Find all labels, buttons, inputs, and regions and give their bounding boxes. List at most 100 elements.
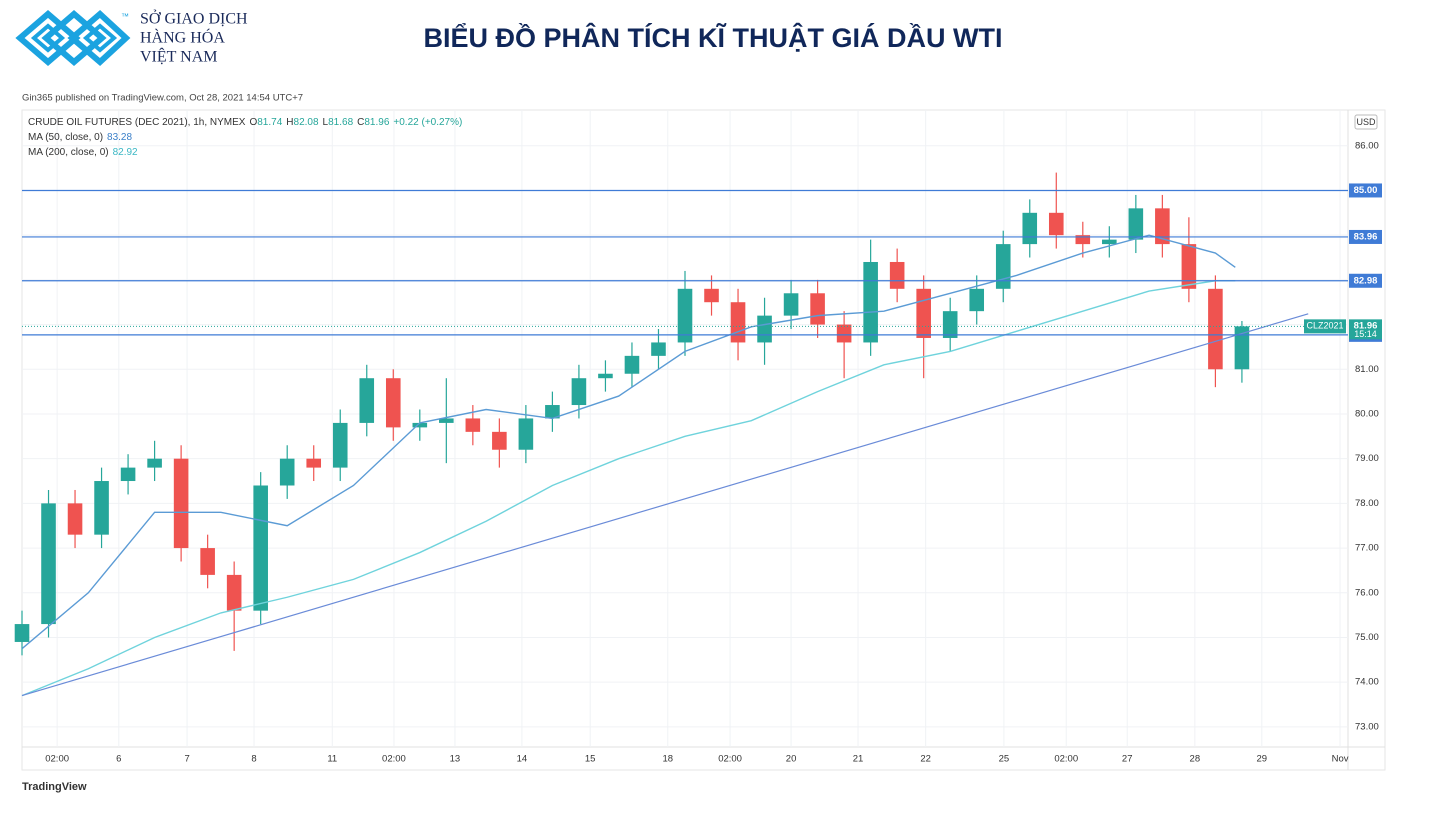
candle-body xyxy=(730,302,746,343)
x-tick-label: 28 xyxy=(1190,754,1201,765)
candle-body xyxy=(94,481,109,535)
candle-body xyxy=(279,458,295,486)
y-tick-label: 79.00 xyxy=(1355,453,1379,464)
candle-body xyxy=(14,624,30,642)
ma-line xyxy=(21,234,1236,650)
candle-body xyxy=(253,485,268,611)
candle-body xyxy=(810,293,825,325)
x-tick-label: 02:00 xyxy=(45,754,69,765)
candle-body xyxy=(836,324,852,343)
last-price-label: 81.96 xyxy=(1354,320,1378,331)
candle-body xyxy=(571,378,587,406)
org-line: SỞ GIAO DỊCH xyxy=(140,9,248,28)
ma-legend: MA (50, close, 0) 83.28 xyxy=(28,132,132,143)
candle-body xyxy=(332,422,348,468)
candle-body xyxy=(783,293,799,316)
candle-body xyxy=(306,458,322,468)
footer-brand: TradingView xyxy=(22,781,87,793)
candle-body xyxy=(120,467,136,482)
y-tick-label: 77.00 xyxy=(1355,543,1379,554)
ohlc-label: H xyxy=(286,117,293,128)
ohlc-value: 82.08 xyxy=(294,117,319,128)
logo xyxy=(15,9,131,67)
candle-body xyxy=(677,288,693,343)
ohlc-value: 81.74 xyxy=(257,117,282,128)
symbol-badge xyxy=(1304,319,1346,334)
x-tick-label: 02:00 xyxy=(382,754,406,765)
candle-body xyxy=(173,458,189,549)
level-badge xyxy=(1349,273,1382,288)
candle-body xyxy=(863,261,878,343)
symbol-legend: CRUDE OIL FUTURES (DEC 2021), 1h, NYMEX O… xyxy=(28,117,462,128)
x-tick-label: 6 xyxy=(116,754,121,765)
candle-body xyxy=(359,378,375,423)
ma-legend: MA (200, close, 0) 82.92 xyxy=(28,147,138,158)
chart-frame xyxy=(21,109,1386,771)
candle-body xyxy=(1208,288,1223,370)
candle-body xyxy=(889,261,905,289)
symbol-label: CLZ2021 xyxy=(1306,321,1343,331)
y-tick-label: 75.00 xyxy=(1355,632,1379,643)
ohlc-value: 81.96 xyxy=(364,117,389,128)
candle-body xyxy=(412,422,428,428)
candle-body xyxy=(147,458,162,468)
x-tick-label: 02:00 xyxy=(1054,754,1078,765)
last-price-badge xyxy=(1349,319,1382,340)
x-tick-label: 15 xyxy=(585,754,596,765)
trademark: ™ xyxy=(121,12,129,21)
x-tick-label: 02:00 xyxy=(718,754,742,765)
page-title: BIỂU ĐỒ PHÂN TÍCH KĨ THUẬT GIÁ DẦU WTI xyxy=(424,22,1003,53)
candle-body xyxy=(757,315,772,343)
y-tick-label: 74.00 xyxy=(1355,677,1379,688)
y-tick-label: 76.00 xyxy=(1355,587,1379,598)
candle-body xyxy=(200,548,215,575)
candle-body xyxy=(1022,212,1038,245)
candle-body xyxy=(916,288,931,338)
y-tick-label: 73.00 xyxy=(1355,721,1379,732)
candle-body xyxy=(545,405,560,419)
currency: USD xyxy=(1356,117,1376,127)
level-label: 82.98 xyxy=(1354,275,1378,286)
legend-value: 83.28 xyxy=(107,132,132,143)
candle-body xyxy=(942,311,958,338)
level-badge xyxy=(1349,229,1382,244)
x-tick-label: 22 xyxy=(920,754,931,765)
x-tick-label: 20 xyxy=(786,754,797,765)
x-tick-label: 13 xyxy=(450,754,461,765)
symbol-title: CRUDE OIL FUTURES (DEC 2021), 1h, NYMEX xyxy=(28,117,246,128)
ohlc-label: C xyxy=(357,117,364,128)
level-label: 83.96 xyxy=(1354,231,1378,242)
published-note: Gin365 published on TradingView.com, Oct… xyxy=(22,93,303,104)
legend-name: MA (200, close, 0) xyxy=(28,147,109,158)
countdown-label: 15:14 xyxy=(1354,329,1377,339)
x-tick-label: 11 xyxy=(327,754,337,765)
candle-body xyxy=(1181,244,1197,289)
candle-body xyxy=(492,431,507,450)
candle-body xyxy=(67,503,83,535)
y-tick-label: 80.00 xyxy=(1355,408,1379,419)
candle-body xyxy=(651,342,666,356)
candle-body xyxy=(41,503,56,625)
candle-body xyxy=(465,418,481,432)
ohlc-value: 81.68 xyxy=(328,117,353,128)
x-tick-label: 21 xyxy=(853,754,864,765)
candle-body xyxy=(1128,208,1144,240)
candle-body xyxy=(1102,239,1117,245)
legend-value: 82.92 xyxy=(113,147,138,158)
x-tick-label: 14 xyxy=(517,754,528,765)
candle-body xyxy=(439,418,454,423)
level-label: 85.00 xyxy=(1354,185,1378,196)
y-tick-label: 86.00 xyxy=(1355,140,1379,151)
currency-box xyxy=(1354,114,1378,130)
candle-body xyxy=(598,373,613,379)
ohlc-label: L xyxy=(323,117,329,128)
y-tick-label: 78.00 xyxy=(1355,498,1379,509)
candle-body xyxy=(1075,235,1091,245)
x-tick-label: Nov xyxy=(1332,754,1349,765)
candle-body xyxy=(385,378,401,428)
candle-body xyxy=(624,355,640,374)
ma-line xyxy=(21,280,1236,697)
candle-body xyxy=(1048,212,1064,236)
